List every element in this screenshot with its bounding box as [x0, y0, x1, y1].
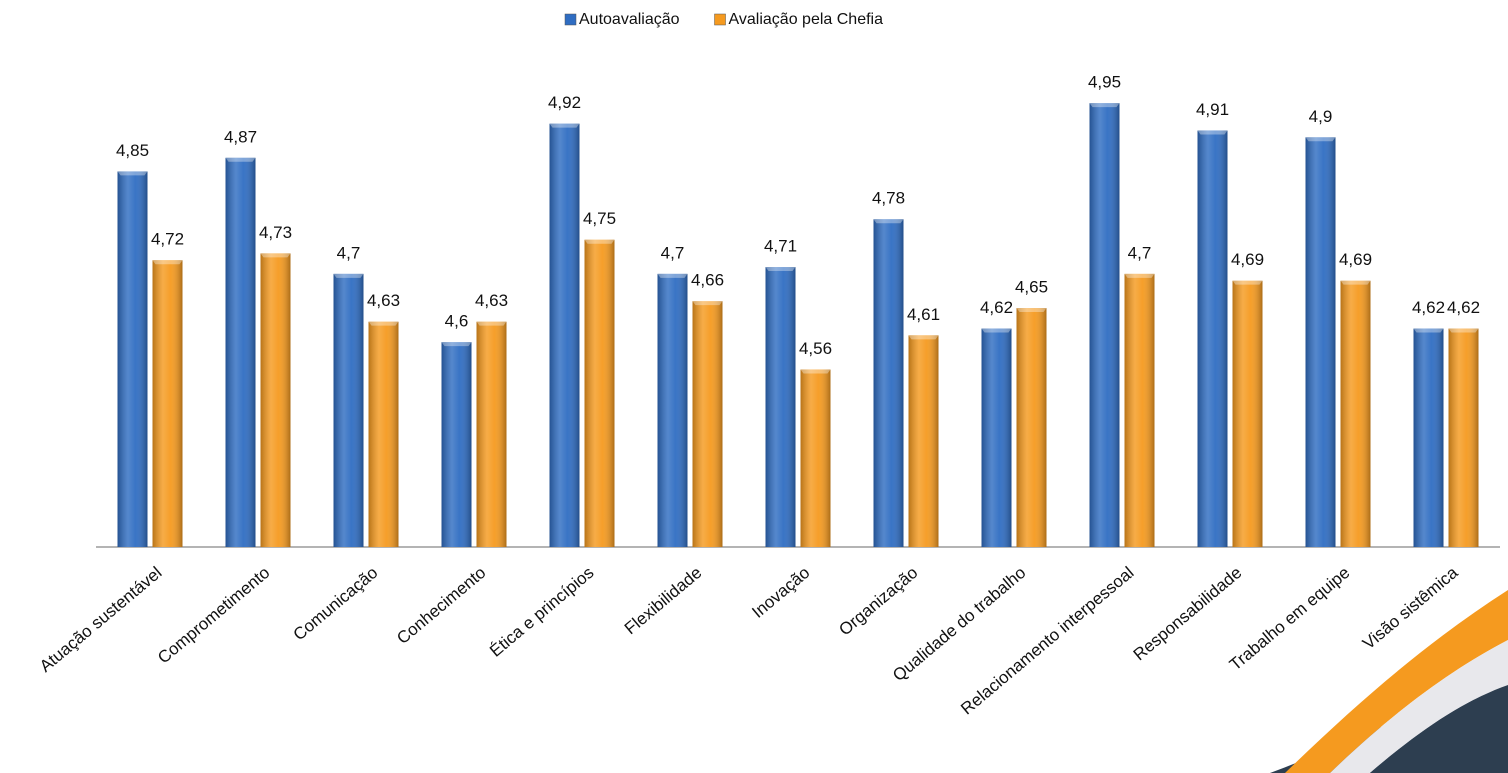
bar-shade	[657, 273, 688, 547]
legend-text: Autoavaliação	[579, 11, 680, 28]
data-label: 4,85	[116, 141, 149, 160]
bar-shade	[368, 321, 399, 547]
data-label: 4,61	[907, 305, 940, 324]
bar-shade	[441, 342, 472, 547]
bar-cap	[152, 260, 183, 265]
bar-cap	[368, 321, 399, 326]
data-label: 4,56	[799, 339, 832, 358]
data-label: 4,62	[1412, 298, 1445, 317]
bar-cap	[657, 273, 688, 278]
legend-swatch	[564, 13, 577, 26]
bar-cap	[549, 123, 580, 128]
bar-shade	[1305, 137, 1336, 548]
data-label: 4,6	[445, 312, 469, 331]
bar-cap	[476, 321, 507, 326]
data-label: 4,91	[1196, 100, 1229, 119]
bar-cap	[692, 301, 723, 306]
x-tick-label: Responsabilidade	[1130, 563, 1246, 664]
bar-cap	[981, 328, 1012, 333]
bar-shade	[692, 301, 723, 547]
bar-shade	[225, 157, 256, 547]
bar-shade	[873, 219, 904, 547]
bar-cap	[1305, 137, 1336, 142]
x-tick-label: Conhecimento	[393, 563, 489, 648]
bar-shade	[260, 253, 291, 547]
data-label: 4,69	[1339, 250, 1372, 269]
bar-cap	[1340, 280, 1371, 285]
legend: Autoavaliação Avaliação pela Chefia	[564, 11, 884, 28]
bar-cap	[1448, 328, 1479, 333]
decoration	[1270, 590, 1508, 773]
bar-shade	[1197, 130, 1228, 547]
bar-cap	[117, 171, 148, 176]
bar-cap	[1232, 280, 1263, 285]
bar-shade	[333, 273, 364, 547]
bar-cap	[1089, 103, 1120, 108]
legend-text: Avaliação pela Chefia	[729, 11, 884, 28]
bar-shade	[1016, 308, 1047, 547]
data-label: 4,7	[337, 243, 361, 262]
bar-cap	[260, 253, 291, 258]
bar-cap	[584, 239, 615, 244]
bar-shade	[584, 239, 615, 547]
bar-shade	[117, 171, 148, 547]
x-tick-label: Organização	[835, 563, 921, 640]
x-tick-label: Flexibilidade	[621, 563, 706, 638]
bar-cap	[908, 335, 939, 340]
data-label: 4,66	[691, 271, 724, 290]
x-tick-label: Comprometimento	[154, 563, 273, 667]
bar-shade	[981, 328, 1012, 547]
data-label: 4,95	[1088, 73, 1121, 92]
bar-shade	[908, 335, 939, 547]
bar-shade	[1089, 103, 1120, 548]
data-label: 4,62	[980, 298, 1013, 317]
bar-cap	[1413, 328, 1444, 333]
data-label: 4,7	[661, 243, 685, 262]
bar-cap	[873, 219, 904, 224]
x-tick-label: Ética e princípios	[486, 563, 597, 661]
bar-shade	[1340, 280, 1371, 547]
data-label: 4,62	[1447, 298, 1480, 317]
bar-cap	[1016, 308, 1047, 312]
data-label: 4,65	[1015, 277, 1048, 296]
x-tick-label: Relacionamento interpessoal	[957, 563, 1137, 718]
data-label: 4,63	[367, 291, 400, 310]
bar-shade	[1413, 328, 1444, 547]
data-label: 4,71	[764, 237, 797, 256]
bar-shade	[765, 267, 796, 547]
bar-cap	[441, 342, 472, 347]
bar-shade	[152, 260, 183, 547]
data-label: 4,63	[475, 291, 508, 310]
bar-cap	[333, 273, 364, 278]
data-label: 4,73	[259, 223, 292, 242]
bar-cap	[225, 157, 256, 162]
data-label: 4,87	[224, 127, 257, 146]
bar-shade	[1448, 328, 1479, 547]
bar-cap	[800, 369, 831, 374]
x-tick-label: Atuação sustentável	[36, 563, 166, 676]
bar-shade	[549, 123, 580, 547]
bar-shade	[800, 369, 831, 547]
x-tick-label: Trabalho em equipe	[1226, 563, 1354, 674]
bar-shade	[476, 321, 507, 547]
bar-shade	[1232, 280, 1263, 547]
x-tick-label: Inovação	[748, 563, 813, 622]
bar-shade	[1124, 273, 1155, 547]
bar-cap	[765, 267, 796, 272]
data-label: 4,7	[1128, 243, 1152, 262]
data-label: 4,92	[548, 93, 581, 112]
x-tick-label: Comunicação	[290, 563, 382, 644]
legend-swatch	[714, 13, 726, 26]
data-label: 4,69	[1231, 250, 1264, 269]
data-label: 4,9	[1309, 107, 1333, 126]
data-label: 4,72	[151, 230, 184, 249]
bar-cap	[1197, 130, 1228, 135]
data-label: 4,78	[872, 189, 905, 208]
bar-cap	[1124, 273, 1155, 278]
data-label: 4,75	[583, 209, 616, 228]
